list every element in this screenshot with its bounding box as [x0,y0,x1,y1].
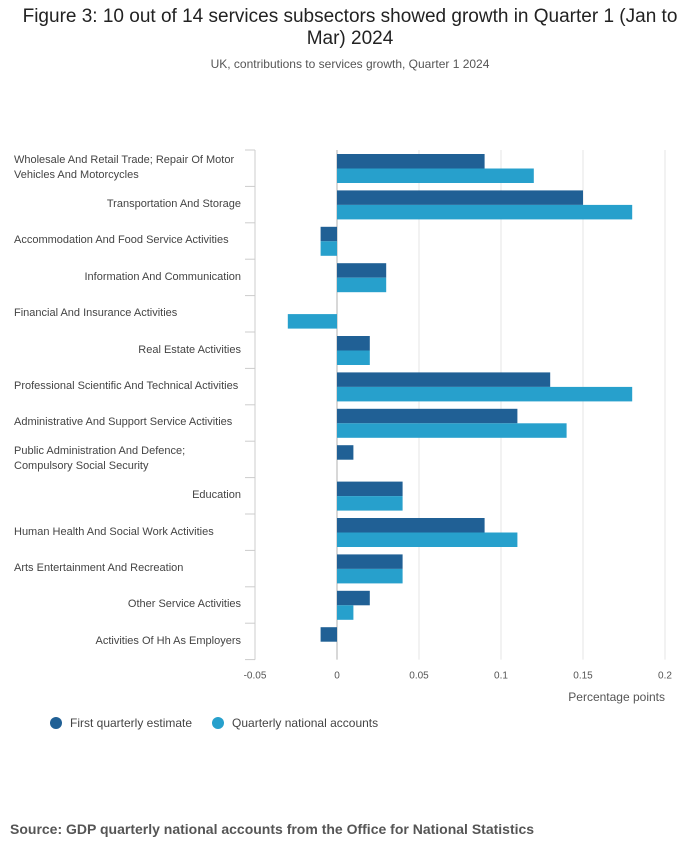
category-label: Professional Scientific And Technical Ac… [14,380,239,393]
category-label: Administrative And Support Service Activ… [14,416,233,429]
bar [337,423,567,438]
chart-title: Figure 3: 10 out of 14 services subsecto… [22,6,678,49]
legend: First quarterly estimate Quarterly natio… [50,716,398,730]
x-tick-label: 0 [334,671,340,682]
bar [337,336,370,351]
bar [337,590,370,606]
bar [337,532,518,547]
bar [337,386,633,402]
bar [287,314,337,329]
bar [337,568,403,584]
bar [337,190,583,205]
bar [320,627,337,642]
category-label: Wholesale And Retail Trade; Repair Of Mo… [14,154,235,182]
bar [337,496,403,511]
legend-item-first-estimate[interactable]: First quarterly estimate [50,716,192,730]
bar [337,168,534,183]
category-label: Education [192,489,241,502]
category-label: Information And Communication [84,270,241,283]
legend-marker-first-estimate [50,717,62,729]
category-label: Activities Of Hh As Employers [95,634,242,647]
bar [320,241,337,256]
bar [337,154,485,169]
category-label: Arts Entertainment And Recreation [14,562,184,575]
x-tick-label: 0.2 [658,671,672,682]
category-label: Financial And Insurance Activities [14,307,178,320]
legend-label-national-accounts: Quarterly national accounts [232,716,379,730]
category-label: Human Health And Social Work Activities [14,525,214,538]
bar [337,554,403,569]
x-tick-label: 0.05 [409,671,429,682]
x-axis-label: Percentage points [568,690,665,704]
chart-subtitle: UK, contributions to services growth, Qu… [210,57,490,71]
bar [337,263,387,278]
category-label: Other Service Activities [127,598,241,611]
bar [337,204,633,220]
x-tick-label: 0.15 [573,671,593,682]
bar [337,445,354,460]
bar [320,226,337,242]
category-label: Accommodation And Food Service Activitie… [14,234,229,247]
bar [337,605,354,620]
x-tick-label: 0.1 [494,671,508,682]
bar [337,481,403,497]
legend-item-national-accounts[interactable]: Quarterly national accounts [212,716,378,730]
category-label: Real Estate Activities [138,343,241,356]
legend-label-first-estimate: First quarterly estimate [70,716,193,730]
category-label: Public Administration And Defence; Compu… [14,445,186,473]
bar [337,372,551,387]
bar [337,277,387,293]
bar [337,350,370,365]
x-tick-label: -0.05 [244,671,267,682]
legend-marker-national-accounts [212,717,225,729]
category-label: Transportation And Storage [106,198,241,211]
source-note: Source: GDP quarterly national accounts … [10,821,535,837]
bar [337,408,518,424]
bar [337,518,485,533]
